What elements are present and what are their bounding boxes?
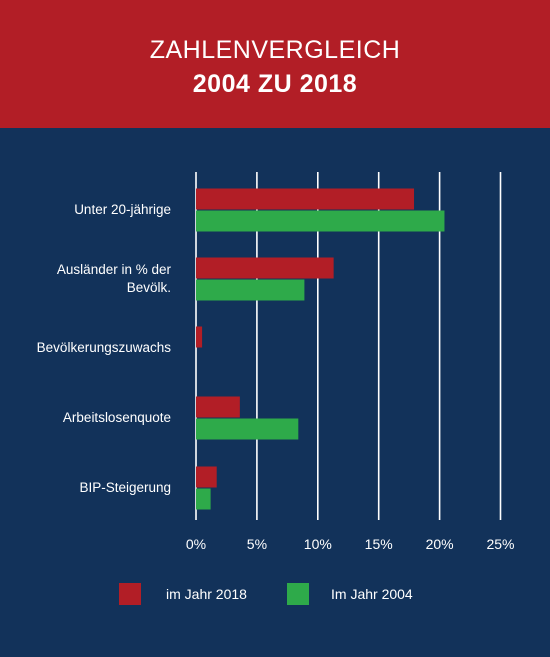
bar-2018-2 (196, 326, 203, 348)
legend-label-2018: im Jahr 2018 (166, 586, 247, 602)
category-label: Ausländer in % der (57, 262, 172, 277)
bar-2018-4 (196, 466, 217, 488)
title-line-2: 2004 ZU 2018 (192, 70, 358, 98)
category-label: Bevölk. (127, 280, 171, 295)
title-line-1: ZAHLENVERGLEICH (149, 36, 401, 64)
legend-swatch-2004 (287, 583, 309, 605)
x-tick-label: 20% (426, 536, 454, 552)
bar-2004-3 (196, 418, 299, 440)
x-tick-label: 10% (304, 536, 332, 552)
category-label: Bevölkerungszuwachs (37, 340, 172, 355)
x-tick-label: 25% (486, 536, 514, 552)
x-tick-label: 5% (247, 536, 267, 552)
bar-2004-0 (196, 210, 445, 232)
legend-label-2004: Im Jahr 2004 (331, 586, 413, 602)
legend-swatch-2018 (119, 583, 141, 605)
bar-2018-1 (196, 257, 334, 279)
category-label: BIP-Steigerung (79, 480, 171, 495)
category-label: Unter 20-jährige (74, 202, 171, 217)
bar-2004-1 (196, 279, 305, 301)
x-tick-label: 0% (186, 536, 206, 552)
bar-2018-3 (196, 396, 240, 418)
bar-2018-0 (196, 188, 415, 210)
x-tick-label: 15% (365, 536, 393, 552)
header-banner: ZAHLENVERGLEICH 2004 ZU 2018 (0, 0, 550, 128)
bar-2004-4 (196, 488, 211, 510)
category-label: Arbeitslosenquote (63, 410, 171, 425)
